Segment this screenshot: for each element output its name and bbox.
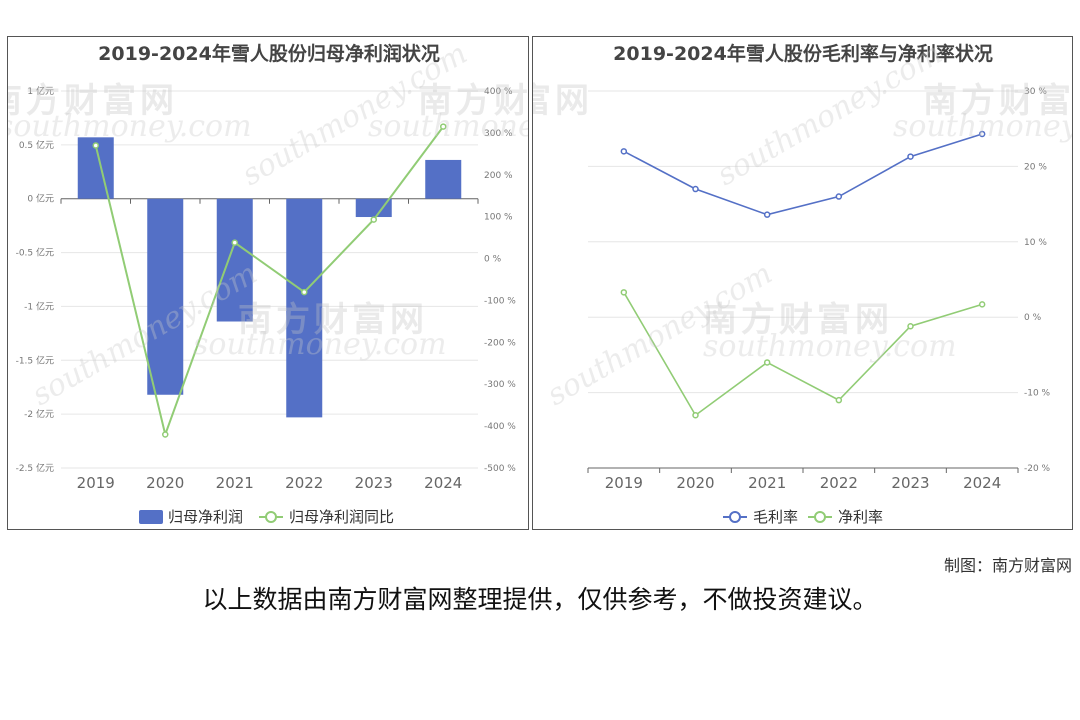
y-axis-left-tick: 0 亿元 <box>27 193 54 205</box>
margin-chart-panel: 2019-2024年雪人股份毛利率与净利率状况 30 % 20 % 10 % 0 % -1… <box>532 36 1073 530</box>
y-axis-right-tick: -500 % <box>484 464 516 474</box>
x-axis-tick-label: 2019 <box>605 474 643 492</box>
point-gross-margin <box>907 153 914 160</box>
x-axis-tick-label: 2024 <box>424 474 462 492</box>
point-net-profit-yoy <box>231 239 238 246</box>
point-net-margin <box>692 411 699 419</box>
x-axis-tick-label: 2023 <box>891 474 929 492</box>
y-axis-left-tick: 0.5 亿元 <box>19 139 54 151</box>
bar-net-profit <box>216 198 253 322</box>
chart-title: 2019-2024年雪人股份归母净利润状况 <box>98 42 440 65</box>
point-net-margin <box>763 359 771 366</box>
line-net-margin <box>623 291 983 417</box>
y-axis-right-tick: -300 % <box>484 380 516 390</box>
x-axis-tick-label: 2019 <box>77 474 115 492</box>
y-axis-left-tick: -1 亿元 <box>24 300 54 312</box>
y-axis-left-tick: -1.5 亿元 <box>16 354 54 366</box>
legend-swatch-marker <box>265 511 277 523</box>
legend-swatch-marker <box>729 511 741 523</box>
y-axis-right-tick: 30 % <box>1024 87 1047 97</box>
bar-net-profit <box>286 198 323 418</box>
bar-net-profit <box>355 198 392 218</box>
y-axis-right-tick: -400 % <box>484 422 516 432</box>
point-net-profit-yoy <box>301 288 308 296</box>
point-net-margin <box>620 289 628 296</box>
point-net-profit-yoy <box>92 142 99 149</box>
x-axis-tick-label: 2020 <box>146 474 184 492</box>
net-profit-chart-panel: 2019-2024年雪人股份归母净利润状况 1 亿元 0.5 亿元 0 亿元 -0.5 … <box>7 36 529 530</box>
point-net-margin <box>978 301 986 308</box>
point-gross-margin <box>620 148 628 155</box>
y-axis-right-tick: 0 % <box>484 255 502 265</box>
legend-label: 归母净利润 <box>168 508 243 526</box>
point-net-margin <box>835 396 843 404</box>
point-net-margin <box>907 322 914 330</box>
y-axis-right-tick: 400 % <box>484 87 513 97</box>
y-axis-right-tick: 20 % <box>1024 162 1047 172</box>
y-axis-right-tick: -10 % <box>1024 389 1051 399</box>
y-axis-left-tick: -2.5 亿元 <box>16 462 54 474</box>
y-axis-right-tick: 100 % <box>484 213 513 223</box>
bar-net-profit <box>425 159 462 199</box>
x-axis-tick-label: 2021 <box>216 474 254 492</box>
point-gross-margin <box>835 193 843 200</box>
line-gross-margin <box>623 133 983 216</box>
bar-net-profit <box>147 198 184 395</box>
point-gross-margin <box>763 211 771 218</box>
y-axis-left-tick: 1 亿元 <box>27 85 54 97</box>
y-axis-left-tick: -0.5 亿元 <box>16 247 54 259</box>
legend-swatch-bar <box>139 510 163 524</box>
legend-swatch-marker <box>814 511 826 523</box>
y-axis-right-tick: -100 % <box>484 296 516 306</box>
y-axis-right-tick: 200 % <box>484 171 513 181</box>
y-axis-left-tick: -2 亿元 <box>24 408 54 420</box>
legend-label: 毛利率 <box>753 508 798 526</box>
point-gross-margin <box>692 185 699 193</box>
point-net-profit-yoy <box>370 216 377 223</box>
disclaimer-text: 以上数据由南方财富网整理提供，仅供参考，不做投资建议。 <box>202 585 878 614</box>
x-axis-tick-label: 2020 <box>676 474 714 492</box>
y-axis-right-tick: 10 % <box>1024 238 1047 248</box>
chart-title: 2019-2024年雪人股份毛利率与净利率状况 <box>613 42 993 65</box>
legend-label: 净利率 <box>838 508 883 526</box>
y-axis-right-tick: -20 % <box>1024 464 1051 474</box>
x-axis-tick-label: 2022 <box>285 474 323 492</box>
x-axis-tick-label: 2023 <box>355 474 393 492</box>
x-axis-tick-label: 2024 <box>963 474 1001 492</box>
net-profit-chart: 2019-2024年雪人股份归母净利润状况 1 亿元 0.5 亿元 0 亿元 -0.5 … <box>16 42 517 526</box>
y-axis-right-tick: 0 % <box>1024 313 1042 323</box>
line-net-profit-yoy <box>94 126 445 438</box>
x-axis-tick-label: 2022 <box>820 474 858 492</box>
point-net-profit-yoy <box>162 431 169 438</box>
chart-credit: 制图：南方财富网 <box>943 556 1072 575</box>
y-axis-right-tick: -200 % <box>484 338 516 348</box>
point-gross-margin <box>978 130 986 138</box>
margin-chart: 2019-2024年雪人股份毛利率与净利率状况 30 % 20 % 10 % 0 % -1… <box>587 42 1051 526</box>
x-axis-tick-label: 2021 <box>748 474 786 492</box>
point-net-profit-yoy <box>440 123 447 130</box>
y-axis-right-tick: 300 % <box>484 129 513 139</box>
legend-label: 归母净利润同比 <box>289 508 394 526</box>
